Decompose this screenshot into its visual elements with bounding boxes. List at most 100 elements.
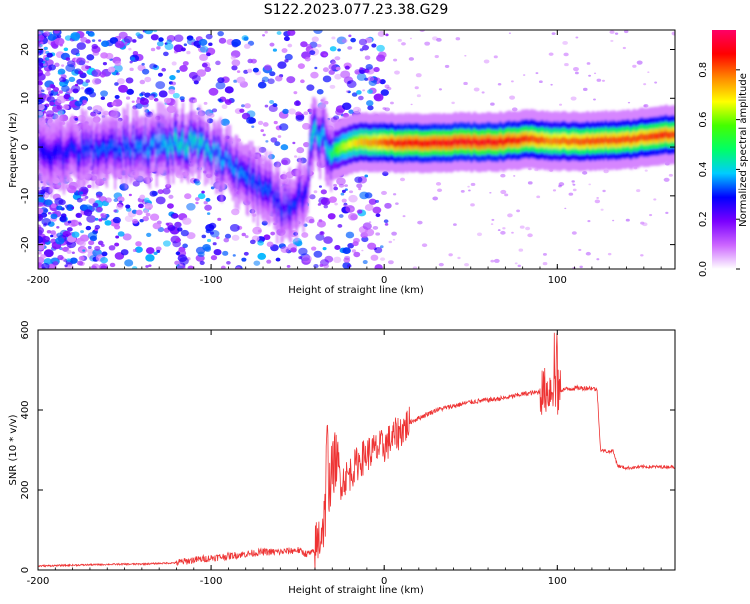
spectrogram-noise-blob [230, 55, 236, 60]
spectrogram-noise-blob [92, 202, 99, 208]
spectrogram-noise-blob [331, 61, 337, 65]
spectrogram-ridge-cell [337, 146, 340, 154]
spectrogram-noise-blob [334, 245, 341, 250]
spectrogram-ridge-cell [558, 138, 561, 146]
spectrogram-noise-blob [483, 59, 490, 64]
snr-x-tick-label: -100 [200, 576, 223, 587]
spectrogram-ridge-cell [404, 138, 408, 146]
spectrogram-noise-blob [275, 75, 283, 82]
spectrogram-ridge-cell [529, 135, 532, 143]
spectrogram-noise-blob [356, 209, 363, 214]
spectrogram-noise-blob [350, 207, 354, 211]
spectrogram-noise-blob [510, 80, 514, 83]
snr-plot-area [38, 332, 675, 570]
spectrogram-noise-blob [184, 193, 192, 200]
spectrogram-noise-blob [91, 69, 102, 78]
spectrogram-noise-blob [174, 221, 182, 228]
spectrogram-ridge-cell [604, 136, 607, 144]
spectrogram-noise-blob [156, 46, 161, 50]
spectrogram-noise-blob [201, 190, 205, 194]
spectrogram-noise-blob [129, 67, 134, 72]
spectrogram-ridge-cell [226, 151, 229, 159]
spectrogram-noise-blob [380, 257, 386, 261]
spectrogram-ridge-cell [420, 139, 423, 147]
spectrogram-ridge-cell [457, 139, 460, 146]
spectrogram-noise-blob [358, 95, 364, 101]
spectrogram-noise-blob [236, 76, 246, 84]
spectrogram-ridge-cell [314, 122, 318, 129]
spectrogram-ridge-cell [295, 201, 298, 211]
spectrogram-noise-blob [293, 155, 298, 158]
spectrogram-noise-blob [262, 133, 266, 137]
spectrogram-noise-blob [345, 205, 355, 213]
spectrogram-ridge-cell [421, 140, 424, 148]
spectrogram-ridge-cell [615, 137, 618, 145]
spectrogram-ridge-cell [443, 138, 446, 146]
spectrogram-noise-blob [46, 96, 55, 103]
spectrogram-ridge-cell [602, 138, 606, 145]
spectrogram-ridge-cell [582, 137, 585, 145]
spectrogram-noise-blob [116, 78, 125, 85]
spectrogram-noise-blob [196, 69, 207, 77]
spectrogram-noise-blob [366, 100, 374, 107]
spectrogram-noise-blob [636, 60, 643, 65]
spectrogram-ridge-cell [125, 148, 128, 157]
spectrogram-ridge-cell [40, 147, 43, 155]
spectrogram-noise-blob [49, 83, 55, 89]
spectrogram-noise-blob [654, 81, 658, 84]
spectrogram-noise-blob [377, 30, 386, 37]
spectrogram-noise-blob [345, 90, 350, 93]
spectrogram-noise-blob [502, 227, 506, 230]
spectrogram-noise-blob [432, 196, 439, 201]
spectrogram-noise-blob [266, 241, 274, 248]
spectrogram-noise-blob [229, 223, 240, 232]
spectrogram-noise-blob [444, 64, 450, 68]
spectrogram-noise-blob [328, 69, 335, 75]
spectrogram-noise-blob [267, 78, 275, 85]
spectrogram-ridge-cell [56, 146, 59, 156]
spectrogram-noise-blob [309, 194, 316, 200]
spectrogram-noise-blob [135, 241, 142, 247]
spectrogram-ridge-cell [139, 141, 142, 148]
spectrogram-noise-blob [335, 66, 341, 71]
spectrogram-noise-blob [210, 255, 218, 261]
spectrogram-noise-blob [281, 157, 291, 166]
spectrogram-noise-blob [41, 235, 50, 243]
spectrogram-noise-blob [145, 247, 155, 255]
spectrogram-ridge-cell [118, 145, 121, 153]
spectrogram-ridge-cell [313, 125, 316, 133]
spectrogram-ridge-cell [634, 136, 637, 143]
spectrogram-noise-blob [315, 233, 325, 241]
spectrogram-noise-blob [94, 245, 101, 251]
spectrogram-ridge-cell [211, 154, 214, 162]
spectrogram-noise-blob [364, 55, 371, 60]
spectrogram-noise-blob [50, 203, 57, 209]
spectrogram-noise-blob [300, 41, 308, 48]
spectrogram-noise-blob [668, 173, 673, 177]
spectrogram-noise-blob [85, 225, 92, 231]
spectrogram-ridge-cell [360, 138, 363, 146]
spectrogram-ridge-cell [663, 131, 666, 139]
spectrogram-noise-blob [588, 183, 592, 186]
spectrogram-ridge-cell [134, 140, 138, 149]
spectrogram-noise-blob [153, 30, 158, 33]
spectrogram-ridge-cell [568, 138, 571, 146]
spectrogram-ridge-cell [666, 131, 669, 139]
spectrogram-ridge-cell [85, 139, 88, 148]
spectrogram-noise-blob [115, 235, 120, 239]
spectrogram-noise-blob [372, 206, 382, 214]
spectrogram-noise-blob [125, 204, 131, 209]
spectrogram-ridge-cell [460, 138, 463, 146]
spectrogram-noise-blob [101, 251, 108, 257]
spectrogram-ridge-cell [150, 140, 153, 147]
spectrogram-noise-blob [91, 77, 101, 85]
spectrogram-noise-blob [625, 218, 630, 222]
spectrogram-noise-blob [323, 53, 328, 57]
spectrogram-ridge-cell [269, 182, 272, 192]
spectrogram-noise-blob [224, 86, 234, 94]
colorbar-label: Normalized spectral amplitude [738, 73, 749, 227]
spectrogram-noise-blob [518, 248, 524, 252]
spectrogram-noise-blob [66, 204, 74, 210]
spectrogram-noise-blob [220, 118, 230, 126]
spectrogram-noise-blob [54, 37, 65, 46]
